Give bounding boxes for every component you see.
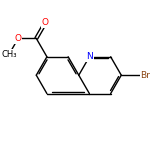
Text: N: N	[86, 52, 93, 61]
Text: Br: Br	[140, 71, 150, 80]
Text: CH₃: CH₃	[1, 50, 17, 59]
Text: O: O	[15, 34, 22, 43]
Text: O: O	[42, 18, 49, 27]
